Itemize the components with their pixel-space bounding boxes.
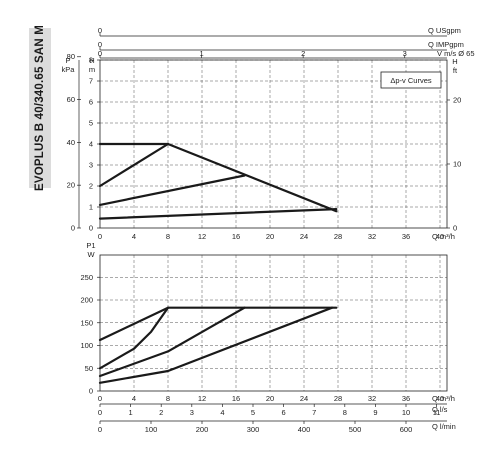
tick-label-velocity: 2 [301,49,305,58]
axis-label-velocity: V m/s Ø 65 [437,49,475,58]
power-curve-2 [98,306,170,370]
tick-label-head-ft: 20 [453,95,461,104]
tick-label-lmin: 100 [145,425,158,434]
tick-label-q-m3h: 40 [436,232,444,241]
tick-label-head-m: 6 [89,98,93,107]
tick-label-head-m: 5 [89,119,93,128]
annotation-box [380,71,442,89]
tick-label-pressure-kpa: 0 [71,224,75,233]
tick-label-lmin: 400 [298,425,311,434]
tick-label-pressure-kpa: 80 [67,52,75,61]
tick-label-q-m3h: 4 [132,394,136,403]
tick-label-power-w: 150 [80,318,93,327]
tick-label-lmin: 300 [247,425,260,434]
axis-unit-m: m [89,65,95,74]
head-curve-4 [98,208,338,220]
tick-label-q-m3h: 20 [266,394,274,403]
tick-label-lmin: 500 [349,425,362,434]
tick-label-head-m: 4 [89,140,93,149]
axis-label-ls: Q l/s [432,405,448,414]
tick-label-velocity: 3 [403,49,407,58]
tick-label-velocity: 1 [199,49,203,58]
tick-label-ls: 7 [312,408,316,417]
model-title-banner: EVOPLUS B 40/340.65 SAN M [29,25,51,191]
tick-label-ls: 8 [343,408,347,417]
tick-label-q-m3h: 36 [402,394,410,403]
tick-label-ls: 0 [98,408,102,417]
tick-label-usgpm: 0 [98,26,102,35]
tick-label-q-m3h: 32 [368,394,376,403]
tick-label-power-w: 200 [80,296,93,305]
head-curve-1 [98,142,338,213]
axis-unit-w: W [87,250,95,259]
tick-label-q-m3h: 20 [266,232,274,241]
tick-label-ls: 10 [402,408,410,417]
tick-label-head-m: 8 [89,56,93,65]
tick-label-q-m3h: 12 [198,232,206,241]
tick-label-head-m: 7 [89,77,93,86]
tick-label-q-m3h: 36 [402,232,410,241]
tick-label-ls: 6 [282,408,286,417]
tick-label-head-m: 0 [89,224,93,233]
tick-label-q-m3h: 4 [132,232,136,241]
tick-label-pressure-kpa: 20 [67,181,75,190]
tick-label-q-m3h: 8 [166,232,170,241]
head-curve-2 [98,142,170,188]
tick-label-head-ft: 10 [453,159,461,168]
tick-label-ls: 3 [190,408,194,417]
tick-label-velocity: 0 [98,49,102,58]
axis-label-impgpm: Q IMPgpm [428,40,464,49]
tick-label-ls: 4 [220,408,224,417]
tick-label-lmin: 600 [400,425,413,434]
axis-unit-kpa: kPa [62,65,76,74]
tick-label-q-m3h: 28 [334,394,342,403]
tick-label-ls: 11 [433,408,441,417]
tick-label-q-m3h: 16 [232,394,240,403]
tick-label-q-m3h: 8 [166,394,170,403]
axis-label-p: P [65,56,70,65]
tick-label-q-m3h: 24 [300,232,308,241]
tick-label-ls: 9 [373,408,377,417]
tick-label-ls: 2 [159,408,163,417]
tick-label-head-ft: 0 [453,224,457,233]
head-curve-3 [98,174,246,206]
tick-label-q-m3h: 40 [436,394,444,403]
tick-label-pressure-kpa: 40 [67,138,75,147]
tick-label-head-m: 2 [89,182,93,191]
power-curve-4 [98,306,334,384]
axis-unit-ft: ft [453,66,458,75]
axis-label-q-m3h: Q m³/h [432,394,455,403]
tick-label-q-m3h: 28 [334,232,342,241]
tick-label-power-w: 0 [89,387,93,396]
annotation-dp-v-curves: Δp-v Curves [390,76,432,85]
tick-label-q-m3h: 16 [232,232,240,241]
tick-label-q-m3h: 32 [368,232,376,241]
tick-label-q-m3h: 24 [300,394,308,403]
tick-label-q-m3h: 0 [98,232,102,241]
tick-label-lmin: 0 [98,425,102,434]
tick-label-q-m3h: 0 [98,394,102,403]
axis-label-p1: P1 [86,241,95,250]
tick-label-power-w: 50 [85,364,93,373]
tick-label-q-m3h: 12 [198,394,206,403]
tick-label-head-m: 1 [89,203,93,212]
axis-label-q-m3h: Q m³/h [432,232,455,241]
tick-label-power-w: 100 [80,341,93,350]
tick-label-pressure-kpa: 60 [67,95,75,104]
tick-label-impgpm: 0 [98,40,102,49]
tick-label-ls: 5 [251,408,255,417]
tick-label-power-w: 250 [80,273,93,282]
tick-label-head-m: 3 [89,161,93,170]
axis-label-h: H [89,56,94,65]
axis-label-h-right: H [452,57,457,66]
tick-label-ls: 1 [129,408,133,417]
axis-label-usgpm: Q USgpm [428,26,461,35]
tick-label-lmin: 200 [196,425,209,434]
axis-label-lmin: Q l/min [432,422,456,431]
power-curve-3 [98,306,246,378]
